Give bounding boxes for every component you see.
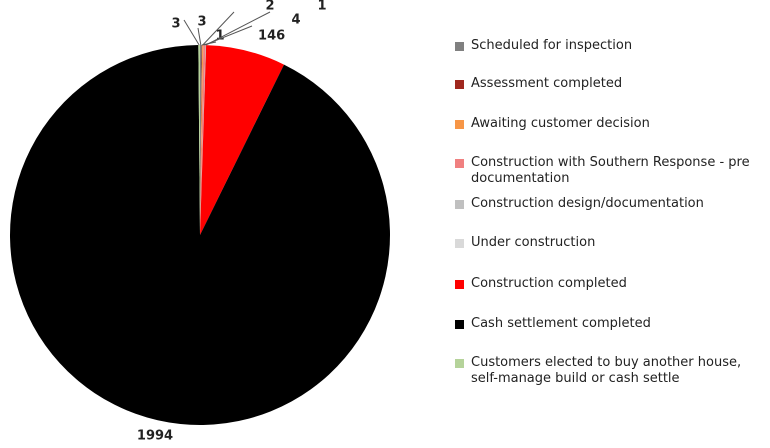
legend-swatch	[455, 80, 464, 89]
data-label: 1	[215, 29, 224, 44]
legend-item: Under construction	[455, 235, 765, 251]
data-label: 146	[258, 29, 285, 44]
pie-slice	[200, 45, 206, 235]
legend-label: Construction with Southern Response - pr…	[471, 155, 750, 186]
leader-line	[205, 11, 271, 46]
legend-item: Customers elected to buy another house, …	[455, 355, 765, 387]
data-label: 2	[265, 0, 274, 14]
legend-item: Construction design/documentation	[455, 196, 765, 212]
legend-label: Awaiting customer decision	[471, 116, 650, 131]
pie-slice	[198, 45, 200, 235]
legend-item: Cash settlement completed	[455, 316, 765, 332]
legend-swatch	[455, 200, 464, 209]
data-label: 4	[291, 13, 300, 28]
data-label: 1994	[137, 429, 173, 444]
legend-label: Scheduled for inspection	[471, 38, 633, 53]
data-label: 1	[317, 0, 326, 14]
legend-swatch	[455, 320, 464, 329]
leader-line	[183, 19, 200, 46]
legend-swatch	[455, 359, 464, 368]
leader-line	[197, 27, 202, 46]
legend-item: Construction with Southern Response - pr…	[455, 155, 765, 187]
pie-slice	[200, 45, 203, 235]
data-label: 3	[197, 15, 206, 30]
legend-item: Construction completed	[455, 276, 765, 292]
leader-line	[202, 11, 235, 46]
legend-swatch	[455, 120, 464, 129]
legend-label: Customers elected to buy another house, …	[471, 355, 742, 386]
pie-slice	[200, 45, 207, 236]
pie-slice	[200, 45, 202, 235]
legend-swatch	[455, 159, 464, 168]
legend-swatch	[455, 280, 464, 289]
legend-label: Construction design/documentation	[471, 196, 704, 211]
legend-item: Assessment completed	[455, 76, 765, 92]
legend-item: Awaiting customer decision	[455, 116, 765, 132]
pie-slice	[200, 45, 285, 235]
legend-swatch	[455, 239, 464, 248]
data-label: 3	[171, 17, 180, 32]
legend-item: Scheduled for inspection	[455, 38, 765, 54]
pie-slice	[10, 45, 391, 425]
legend-label: Under construction	[471, 235, 596, 250]
legend-swatch	[455, 42, 464, 51]
legend-label: Assessment completed	[471, 76, 623, 91]
legend-label: Cash settlement completed	[471, 316, 651, 331]
pie-slice	[200, 45, 204, 235]
legend-label: Construction completed	[471, 276, 627, 291]
